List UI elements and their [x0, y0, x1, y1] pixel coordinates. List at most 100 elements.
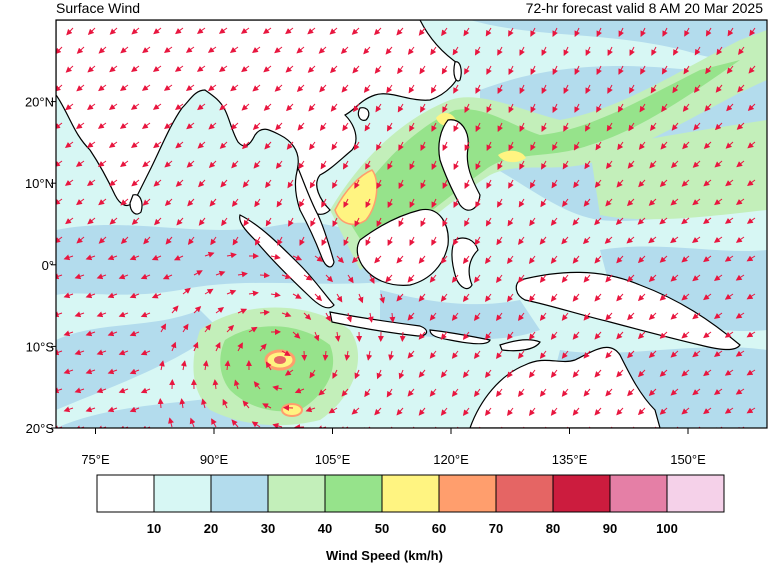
- wind-arrow: [98, 198, 107, 206]
- wind-arrow: [594, 407, 602, 416]
- wind-arrow: [648, 236, 657, 244]
- wind-arrow: [617, 103, 624, 113]
- wind-arrow: [713, 312, 723, 319]
- wind-arrow: [318, 388, 327, 396]
- wind-arrow: [334, 331, 341, 342]
- wind-arrow: [56, 311, 63, 318]
- wind-arrow: [451, 388, 459, 397]
- wind-arrow: [735, 312, 745, 319]
- wind-arrow: [322, 350, 329, 361]
- y-tick-label: 10°S: [26, 339, 55, 354]
- wind-arrow: [519, 84, 525, 95]
- wind-arrow: [153, 179, 162, 187]
- wind-arrow: [259, 309, 270, 316]
- wind-arrow: [108, 103, 118, 110]
- wind-arrow: [648, 350, 657, 358]
- wind-arrow: [681, 369, 690, 377]
- wind-arrow: [193, 270, 203, 276]
- wind-arrow: [681, 255, 690, 263]
- wind-arrow: [715, 84, 723, 93]
- wind-arrow: [276, 198, 283, 208]
- wind-arrow: [528, 369, 536, 378]
- wind-arrow: [328, 407, 338, 414]
- wind-arrow: [204, 288, 214, 295]
- wind-arrow: [296, 46, 305, 54]
- wind-arrow: [670, 312, 679, 320]
- wind-arrow: [226, 289, 237, 296]
- wind-arrow: [724, 331, 734, 338]
- wind-arrow: [442, 217, 448, 227]
- wind-arrow: [594, 369, 602, 378]
- colorbar-swatch: [552, 474, 611, 513]
- wind-arrow: [109, 179, 118, 187]
- wind-arrow: [724, 293, 734, 300]
- wind-arrow: [703, 369, 712, 377]
- wind-arrow: [550, 369, 558, 378]
- wind-arrow: [193, 306, 202, 314]
- wind-arrow: [648, 274, 657, 282]
- wind-arrow: [186, 160, 195, 168]
- wind-arrow: [219, 141, 228, 149]
- wind-arrow: [109, 27, 118, 35]
- wind-arrow: [475, 198, 481, 208]
- wind-arrow: [385, 274, 393, 283]
- wind-arrow: [131, 65, 140, 73]
- wind-arrow: [727, 27, 734, 37]
- wind-arrow: [462, 331, 470, 340]
- wind-arrow: [724, 407, 734, 414]
- wind-arrow: [583, 312, 591, 321]
- wind-arrow: [485, 369, 492, 379]
- wind-arrow: [120, 198, 129, 206]
- wind-arrow: [56, 198, 63, 205]
- wind-arrow: [398, 369, 405, 380]
- wind-arrow: [75, 160, 85, 167]
- wind-arrow: [485, 407, 492, 417]
- wind-arrow: [97, 160, 107, 167]
- wind-arrow: [332, 217, 338, 227]
- wind-arrow: [639, 103, 646, 113]
- wind-arrow: [387, 198, 393, 209]
- wind-arrow: [397, 65, 404, 75]
- wind-arrow: [329, 27, 338, 35]
- wind-arrow: [517, 274, 525, 283]
- wind-arrow: [508, 27, 514, 37]
- wind-arrow: [354, 179, 360, 189]
- wind-arrow: [86, 141, 96, 148]
- wind-arrow: [182, 287, 191, 295]
- wind-arrow: [365, 236, 372, 247]
- wind-arrow: [637, 255, 646, 264]
- wind-arrow: [561, 350, 569, 359]
- wind-arrow: [705, 65, 712, 75]
- wind-arrow: [386, 84, 393, 94]
- wind-arrow: [301, 350, 308, 361]
- wind-arrow: [153, 141, 162, 149]
- wind-arrow: [340, 46, 349, 55]
- wind-arrow: [552, 65, 559, 76]
- wind-arrow: [660, 141, 668, 150]
- colorbar-label: 10: [147, 521, 161, 536]
- wind-arrow: [294, 387, 305, 394]
- wind-arrow: [376, 217, 383, 228]
- wind-arrow: [118, 311, 129, 318]
- wind-arrow: [562, 198, 569, 208]
- wind-arrow: [530, 141, 536, 151]
- wind-arrow: [585, 122, 591, 132]
- y-tick-label: 0°: [42, 258, 54, 273]
- wind-arrow: [594, 255, 602, 264]
- wind-arrow: [552, 141, 558, 151]
- wind-arrow: [497, 160, 503, 170]
- wind-arrow: [319, 84, 327, 93]
- wind-arrow: [140, 349, 151, 356]
- wind-arrow: [573, 179, 580, 189]
- wind-arrow: [464, 65, 470, 75]
- wind-arrow: [462, 407, 470, 416]
- wind-arrow: [107, 330, 118, 337]
- wind-arrow: [96, 273, 107, 280]
- wind-arrow: [108, 141, 118, 148]
- wind-arrow: [475, 84, 481, 94]
- wind-arrow: [637, 217, 646, 225]
- wind-arrow: [572, 407, 580, 416]
- wind-arrow: [714, 160, 723, 168]
- wind-arrow: [714, 122, 723, 131]
- wind-arrow: [214, 341, 221, 352]
